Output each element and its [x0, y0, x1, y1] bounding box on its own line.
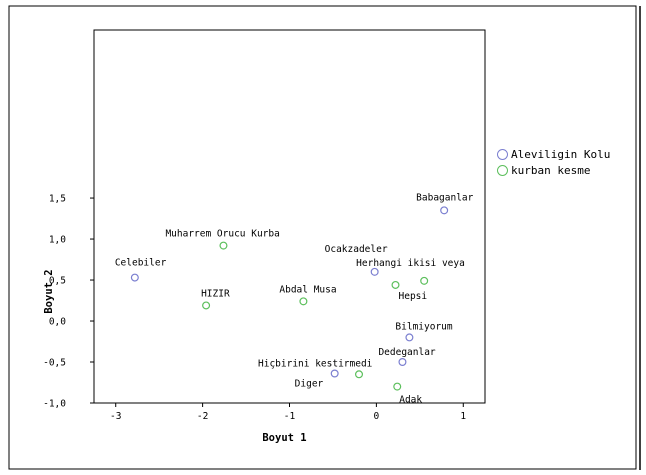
point-label: Diger	[295, 378, 324, 389]
outer-border	[8, 5, 637, 470]
legend-marker-series-2	[497, 164, 508, 176]
y-tick-label: 1,0	[49, 235, 66, 246]
y-tick-label: 1,5	[49, 194, 66, 205]
point-label: HIZIR	[201, 288, 230, 299]
y-tick-label: 0,5	[49, 276, 66, 287]
point-marker-series-2	[393, 382, 402, 391]
point-label: Bilmiyorum	[395, 321, 452, 332]
point-marker-series-2	[391, 280, 400, 289]
legend-marker-series-1	[497, 148, 508, 160]
point-label: Dedeganlar	[378, 347, 435, 358]
y-tick-label: -1,0	[43, 399, 66, 410]
x-tick-label: -2	[197, 411, 208, 422]
point-marker-series-2	[299, 297, 308, 306]
point-marker-series-1	[398, 358, 407, 367]
point-label: Adak	[399, 395, 422, 406]
legend-item-series-1: Aleviligin Kolu	[497, 146, 610, 162]
x-axis-label: Boyut 1	[262, 432, 306, 444]
point-marker-series-1	[440, 206, 449, 215]
x-tick-label: -1	[284, 411, 296, 422]
point-marker-series-1	[330, 369, 339, 378]
point-marker-series-2	[202, 301, 211, 310]
y-tick-label: 0,0	[49, 317, 66, 328]
y-tick-label: -0,5	[43, 358, 66, 369]
point-marker-series-1	[370, 267, 379, 276]
point-marker-series-1	[130, 273, 139, 282]
point-marker-series-2	[355, 370, 364, 379]
point-label: Celebiler	[115, 258, 167, 269]
y-axis-label: Boyut 2	[43, 269, 55, 313]
point-label: Muharrem Orucu Kurba	[165, 229, 279, 240]
legend-label-series-2: kurban kesme	[511, 163, 591, 177]
legend-label-series-1: Aleviligin Kolu	[511, 147, 611, 161]
point-marker-series-1	[405, 333, 414, 342]
point-label: Herhangi ikisi veya	[356, 258, 465, 269]
point-marker-series-2	[420, 276, 429, 285]
legend: Aleviligin Kolu kurban kesme	[497, 146, 610, 178]
point-label: Abdal Musa	[279, 284, 336, 295]
point-label: Hepsi	[399, 291, 428, 302]
point-marker-series-2	[219, 241, 228, 250]
x-tick-label: -3	[110, 411, 121, 422]
point-label: Hiçbirini kestirmedi	[258, 358, 373, 369]
point-label: Ocakzadeler	[325, 244, 388, 255]
x-tick-label: 1	[460, 411, 466, 422]
point-label: Babaganlar	[416, 192, 473, 203]
legend-item-series-2: kurban kesme	[497, 162, 610, 178]
x-tick-label: 0	[374, 411, 380, 422]
